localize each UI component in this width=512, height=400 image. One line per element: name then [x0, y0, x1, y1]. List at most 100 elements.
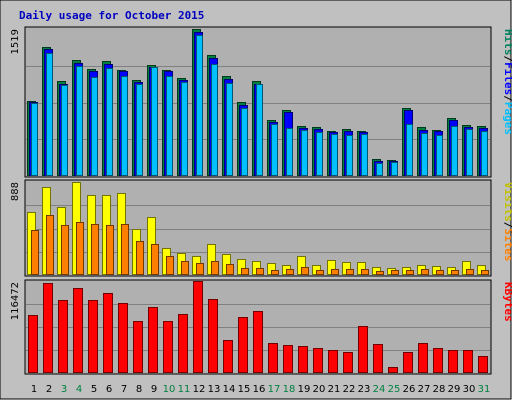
- bar-sites-day-11: [181, 261, 189, 275]
- bar-kbytes-day-23: [358, 326, 368, 373]
- bar-pages-day-3: [61, 85, 68, 176]
- day-label-21: 21: [328, 384, 341, 395]
- bar-kbytes-day-15: [238, 317, 248, 373]
- bar-sites-day-17: [271, 270, 279, 275]
- panel-max-label: 1519: [10, 29, 21, 54]
- bar-pages-day-1: [31, 103, 38, 176]
- bar-pages-day-4: [76, 66, 83, 176]
- legend-entry: /: [502, 56, 512, 63]
- bar-pages-day-6: [106, 68, 113, 176]
- day-label-30: 30: [463, 384, 476, 395]
- bar-pages-day-31: [481, 131, 488, 176]
- bar-kbytes-day-18: [283, 345, 293, 373]
- bar-kbytes-day-6: [103, 293, 113, 373]
- day-label-31: 31: [478, 384, 491, 395]
- bar-kbytes-day-21: [328, 350, 338, 373]
- bar-kbytes-day-22: [343, 352, 353, 373]
- bar-sites-day-26: [406, 270, 414, 275]
- day-labels: 1 2 3 4 5 6 7 8 9 10 11 12 13 14 15 16 17 18 19 20 21 22 23 24 2…: [31, 384, 491, 395]
- bar-sites-day-12: [196, 263, 204, 275]
- bar-sites-day-20: [316, 270, 324, 275]
- bar-kbytes-day-25: [388, 367, 398, 373]
- bar-sites-day-18: [286, 269, 294, 275]
- bar-sites-day-5: [91, 224, 99, 275]
- bar-pages-day-17: [271, 124, 278, 176]
- day-label-27: 27: [418, 384, 431, 395]
- panel-max-label: 888: [10, 182, 21, 201]
- day-label-20: 20: [313, 384, 326, 395]
- bar-sites-day-1: [31, 230, 39, 275]
- bar-kbytes-day-31: [478, 356, 488, 373]
- day-label-22: 22: [343, 384, 356, 395]
- day-label-29: 29: [448, 384, 461, 395]
- day-label-14: 14: [223, 384, 236, 395]
- bar-pages-day-14: [226, 83, 233, 176]
- bar-sites-day-23: [361, 269, 369, 275]
- bar-sites-day-10: [166, 256, 174, 275]
- day-label-4: 4: [76, 384, 82, 395]
- bar-sites-day-30: [466, 269, 474, 275]
- bar-sites-day-27: [421, 269, 429, 275]
- bar-sites-day-2: [46, 215, 54, 275]
- bar-sites-day-16: [256, 268, 264, 275]
- bar-kbytes-day-9: [148, 307, 158, 373]
- bar-pages-day-21: [331, 134, 338, 176]
- chart-title: Daily usage for October 2015: [19, 9, 204, 22]
- day-label-3: 3: [61, 384, 67, 395]
- bar-sites-day-24: [376, 271, 384, 275]
- bar-pages-day-2: [46, 53, 53, 176]
- bar-sites-day-19: [301, 267, 309, 275]
- bar-pages-day-16: [256, 84, 263, 176]
- bar-sites-day-3: [61, 225, 69, 275]
- bar-kbytes-day-5: [88, 300, 98, 373]
- day-label-9: 9: [151, 384, 157, 395]
- day-label-2: 2: [46, 384, 52, 395]
- day-label-5: 5: [91, 384, 97, 395]
- day-label-15: 15: [238, 384, 251, 395]
- bar-pages-day-15: [241, 108, 248, 176]
- bar-pages-day-9: [151, 67, 158, 176]
- bar-kbytes-day-19: [298, 346, 308, 373]
- day-label-23: 23: [358, 384, 371, 395]
- bar-sites-day-28: [436, 270, 444, 275]
- bar-sites-day-21: [331, 269, 339, 275]
- bar-pages-day-22: [346, 135, 353, 176]
- bar-sites-day-14: [226, 264, 234, 275]
- day-label-8: 8: [136, 384, 142, 395]
- day-label-13: 13: [208, 384, 221, 395]
- legend-entry: /: [502, 95, 512, 102]
- legend-entry: Sites: [502, 228, 512, 261]
- day-label-17: 17: [268, 384, 281, 395]
- bar-pages-day-23: [361, 134, 368, 176]
- bar-kbytes-day-16: [253, 311, 263, 373]
- bar-pages-day-24: [376, 163, 383, 176]
- panel-bot: 116472 KBytes: [10, 279, 512, 375]
- bar-pages-day-5: [91, 77, 98, 176]
- bar-kbytes-day-3: [58, 300, 68, 373]
- legend-entry: KBytes: [502, 282, 512, 322]
- bar-kbytes-day-24: [373, 344, 383, 373]
- bar-pages-day-19: [301, 130, 308, 176]
- bar-kbytes-day-28: [433, 348, 443, 373]
- panel-legend-label: Visits/Sites: [502, 182, 512, 262]
- day-label-10: 10: [163, 384, 176, 395]
- bar-kbytes-day-26: [403, 352, 413, 373]
- bar-kbytes-day-30: [463, 350, 473, 373]
- day-label-26: 26: [403, 384, 416, 395]
- bar-pages-day-18: [286, 128, 293, 176]
- day-label-6: 6: [106, 384, 112, 395]
- bar-kbytes-day-29: [448, 350, 458, 373]
- bar-kbytes-day-27: [418, 343, 428, 373]
- legend-entry: /: [502, 222, 512, 229]
- bar-sites-day-6: [106, 225, 114, 275]
- day-label-28: 28: [433, 384, 446, 395]
- bar-pages-day-27: [421, 133, 428, 176]
- bar-kbytes-day-10: [163, 321, 173, 373]
- bar-sites-day-8: [136, 241, 144, 275]
- day-label-7: 7: [121, 384, 127, 395]
- bar-pages-day-25: [391, 162, 398, 176]
- bar-kbytes-day-1: [28, 315, 38, 373]
